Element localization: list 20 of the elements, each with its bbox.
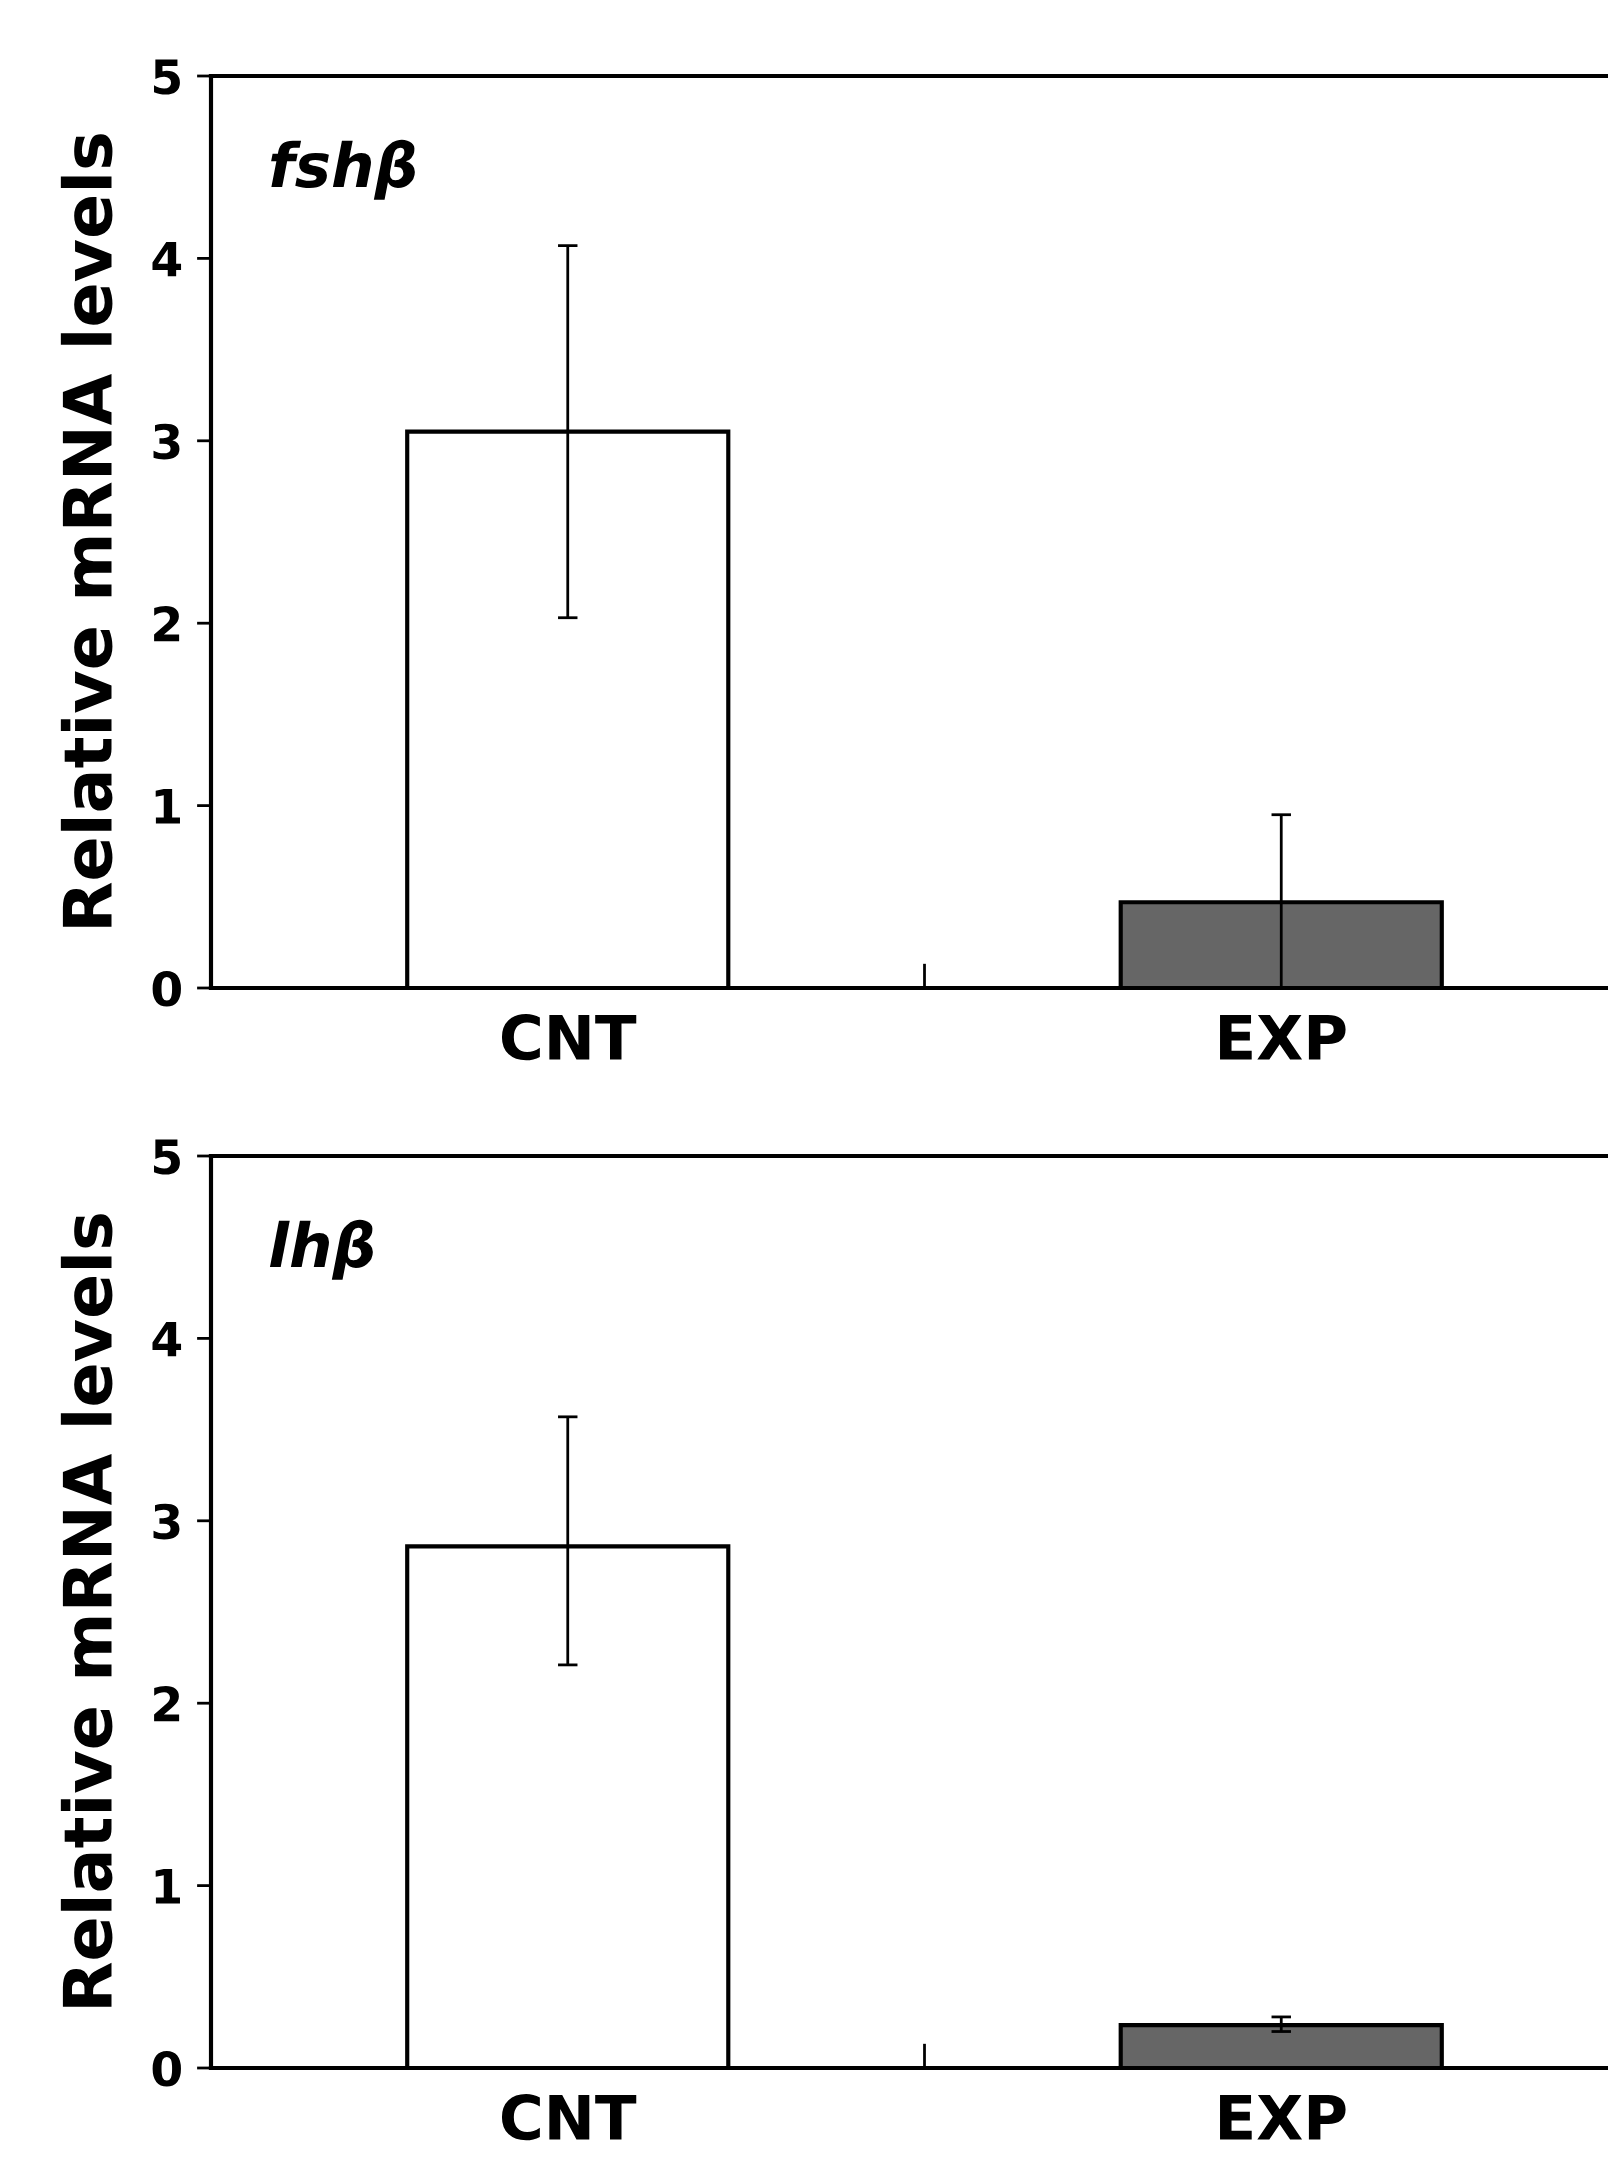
y-tick-label: 4 [152,1321,182,1357]
y-tick-label: 0 [152,2050,181,2087]
y-tick-label: 1 [155,1869,180,1904]
y-axis-title: Relative mRNA levels [60,134,113,927]
annotation: fshβ [271,139,415,200]
x-tick-label: CNT [501,1014,637,1061]
y-tick-label: 4 [152,241,182,277]
y-tick-label: 3 [153,423,180,460]
x-tick-label: CNT [501,2094,637,2141]
y-axis-title: Relative mRNA levels [60,1214,113,2007]
y-tick-label: 3 [153,1503,180,1540]
x-tick-label: EXP [1220,1014,1346,1060]
annotation: lhβ [269,1219,373,1280]
y-tick-label: 5 [154,1139,180,1175]
x-tick-label: EXP [1220,2094,1346,2140]
y-tick-label: 5 [154,59,180,95]
y-tick-label: 0 [152,970,181,1007]
y-tick-label: 2 [154,1686,180,1722]
y-tick-label: 1 [155,789,180,824]
y-tick-label: 2 [154,606,180,642]
